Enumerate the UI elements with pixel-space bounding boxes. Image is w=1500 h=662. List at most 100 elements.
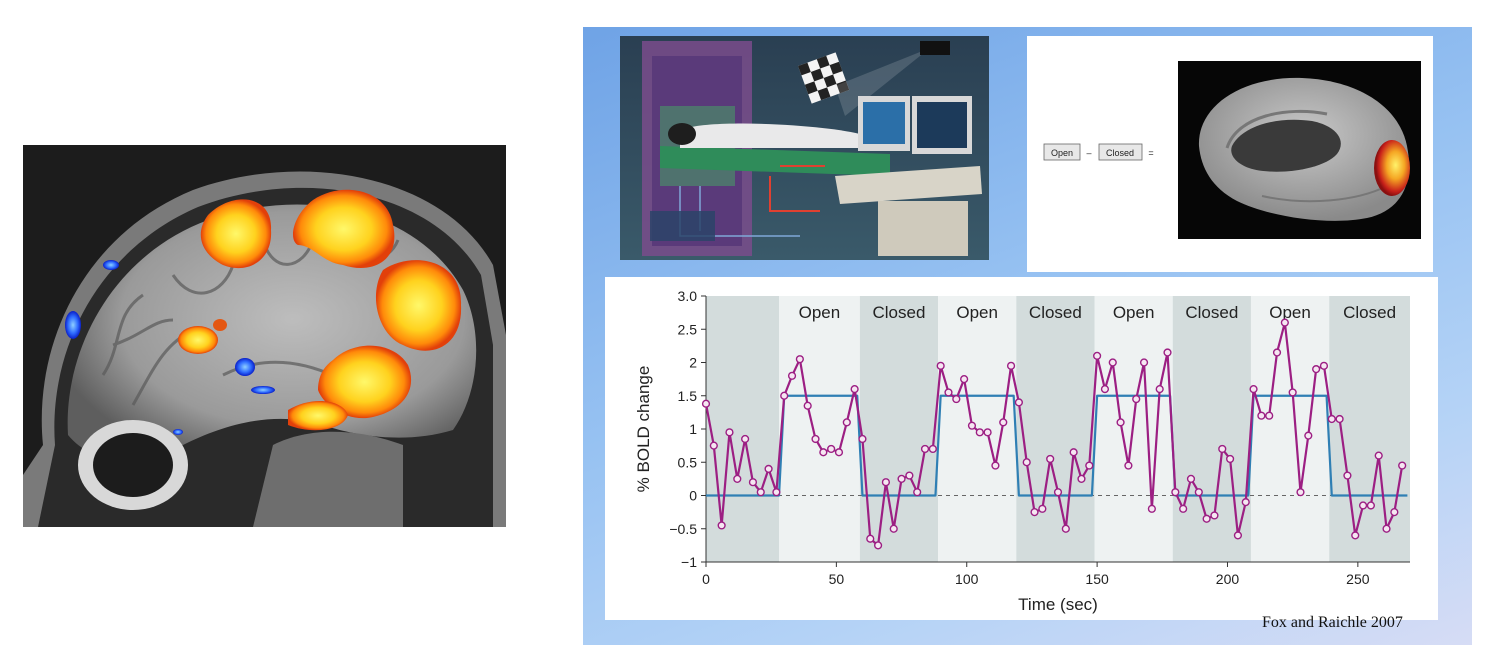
bold-data-point (748, 478, 758, 487)
bold-data-point (873, 541, 883, 550)
bold-data-point (1296, 488, 1305, 497)
mri-brain-image (23, 145, 506, 528)
condition-label: Closed (1343, 303, 1396, 322)
bold-data-point (1100, 384, 1110, 394)
closed-label-box (1098, 143, 1143, 161)
x-tick-label: 50 (829, 571, 845, 587)
minus-sign: – (1086, 148, 1091, 158)
condition-block (779, 296, 860, 562)
bold-data-point (920, 444, 930, 454)
y-tick-label: 0.5 (678, 454, 698, 470)
condition-label: Closed (872, 303, 925, 322)
bold-data-point (1225, 454, 1235, 464)
bold-data-point (780, 391, 789, 400)
bold-data-point (858, 434, 867, 444)
bold-data-point (975, 428, 984, 437)
condition-label: Open (956, 303, 998, 322)
condition-label: Open (799, 303, 841, 322)
y-tick-label: 2.5 (678, 321, 698, 337)
bold-data-point (1202, 514, 1211, 523)
bold-data-point (1186, 474, 1196, 483)
bold-data-point (787, 371, 797, 380)
bold-data-point (1382, 524, 1391, 533)
bold-data-point (1093, 351, 1102, 360)
bold-data-point (850, 384, 859, 394)
bold-data-point (1163, 348, 1172, 357)
bold-data-point (1280, 318, 1289, 327)
condition-block (1250, 296, 1330, 562)
bold-data-point (889, 524, 898, 533)
y-axis-label: % BOLD change (634, 366, 653, 493)
bold-data-point (1265, 411, 1274, 420)
scanner-diagram (620, 36, 989, 260)
chart-svg: Open Closed Open Closed Open Closed Open Closed… (634, 288, 1410, 614)
bold-data-point (1304, 431, 1313, 440)
x-tick-label: 150 (1085, 571, 1109, 587)
bold-data-point (1390, 508, 1399, 517)
condition-label: Closed (1185, 303, 1238, 322)
bold-data-point (952, 394, 961, 404)
fmri-scanner-illustration (620, 36, 989, 260)
condition-block (859, 296, 939, 562)
bold-data-point (881, 478, 891, 487)
citation-text: Fox and Raichle 2007 (1262, 614, 1403, 631)
bold-data-point (1108, 358, 1117, 367)
y-tick-label: 3.0 (678, 288, 698, 304)
bold-data-point (944, 388, 953, 397)
y-tick-label: 2 (689, 355, 697, 371)
bold-data-point (717, 521, 726, 530)
bold-data-point (960, 375, 969, 384)
bold-data-point (1343, 471, 1352, 480)
x-tick-label: 250 (1346, 571, 1370, 587)
bold-data-point (897, 474, 906, 483)
condition-label: Open (1269, 303, 1311, 322)
bold-data-point (928, 444, 937, 454)
bold-data-point (1147, 504, 1156, 513)
bold-data-point (866, 534, 875, 543)
bold-data-point (725, 428, 734, 437)
x-tick-label: 0 (702, 571, 710, 587)
bold-data-point (1312, 365, 1321, 374)
bold-data-point (741, 434, 750, 444)
medial-brain-figure: Open – Closed = (1043, 61, 1421, 239)
y-tick-label: 1 (689, 421, 697, 437)
bold-data-point (905, 471, 914, 480)
bold-data-point (733, 474, 742, 483)
open-label: Open (1051, 148, 1073, 158)
visual-cortex-panel: Open – Closed = (1027, 36, 1433, 272)
bold-data-point (709, 441, 718, 450)
bold-data-point (1327, 414, 1336, 424)
bold-data-point (834, 448, 844, 457)
bold-data-point (1030, 508, 1039, 517)
bold-data-point (1398, 461, 1407, 470)
bold-data-point (1155, 384, 1164, 394)
bold-data-point (1046, 454, 1055, 464)
bold-data-point (842, 418, 851, 427)
x-tick-label: 100 (955, 571, 979, 587)
bold-data-point (1038, 504, 1047, 513)
bold-data-point (991, 461, 1000, 470)
bold-data-point (1014, 398, 1023, 407)
bold-data-point (1241, 498, 1250, 507)
bold-data-point (1053, 488, 1063, 497)
bold-data-point (803, 401, 812, 410)
bold-data-point (1085, 461, 1094, 470)
bold-data-point (1335, 414, 1344, 424)
bold-data-point (1233, 531, 1243, 540)
bold-data-point (811, 434, 820, 444)
condition-label: Closed (1029, 303, 1082, 322)
bold-data-point (1179, 504, 1188, 513)
equals-sign: = (1148, 148, 1153, 158)
condition-block (1172, 296, 1251, 562)
bold-data-point (1319, 361, 1329, 370)
bold-data-point (1116, 418, 1125, 427)
y-tick-label: −0.5 (669, 521, 697, 537)
bold-data-point (1210, 511, 1219, 520)
condition-block (706, 296, 780, 562)
y-tick-label: −1 (681, 554, 697, 570)
bold-data-point (1358, 501, 1368, 510)
condition-block (1016, 296, 1095, 562)
bold-data-point (1132, 394, 1141, 404)
y-tick-label: 0 (689, 488, 697, 504)
bold-data-point (1374, 451, 1383, 460)
